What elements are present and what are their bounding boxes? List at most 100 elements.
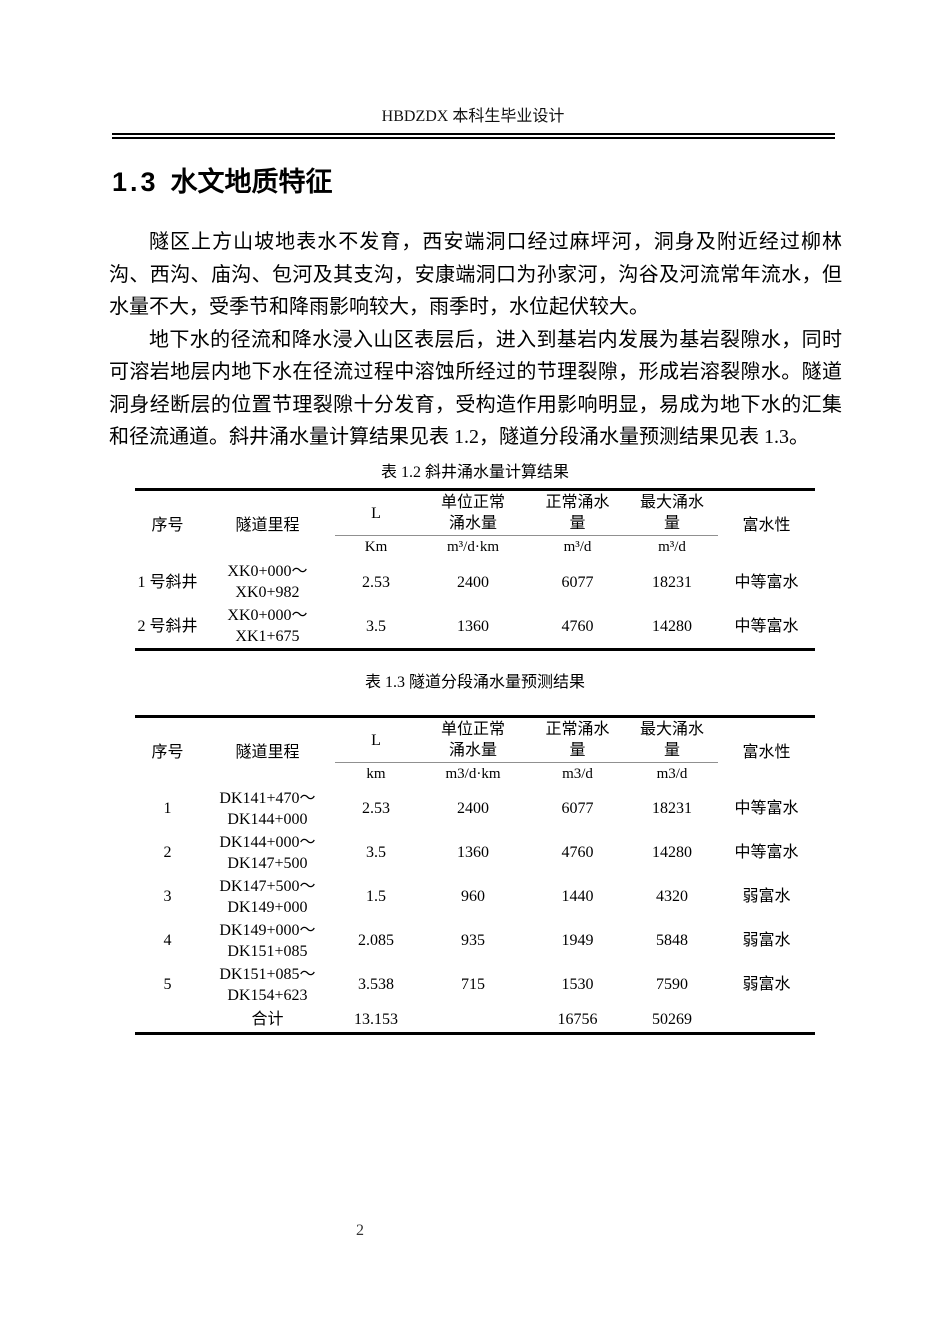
cell-richness: 中等富水 [734,800,799,817]
cell-mileage: XK0+000～ XK1+675 [227,607,308,646]
cell-length: 3.538 [358,976,394,993]
cell-richness [718,1007,815,1034]
header-row-names: 序号 隧道里程 L 单位正常 涌水量 正常涌水 量 最大涌水 量 富水性 [135,716,815,763]
table-row: 3 DK147+500～ DK149+000 1.5 960 1440 4320 弱富水 [135,875,815,919]
cell-mileage: DK141+470～ DK144+000 [219,789,316,828]
cell-max: 4320 [656,888,688,905]
table-1-3-caption: 表 1.3 隧道分段涌水量预测结果 [364,674,585,691]
body-text: 隧区上方山坡地表水不发育，西安端洞口经过麻坪河，洞身及附近经过柳林沟、西沟、庙沟… [109,226,842,454]
cell-max: 14280 [652,844,692,861]
cell-seq: 3 [163,888,172,905]
cell-unit-normal: 960 [461,888,485,905]
table-row: 2 DK144+000～ DK147+500 3.5 1360 4760 14280 中等富… [135,831,815,875]
col-header-mileage: 隧道里程 [235,516,300,534]
cell-max: 5848 [656,932,688,949]
cell-mileage: DK147+500～ DK149+000 [219,877,316,916]
col-header-mileage: 隧道里程 [235,743,300,761]
unit-max-inflow: m3/d [656,766,688,783]
col-header-unit-normal-inflow: 单位正常 涌水量 [417,489,529,536]
cell-length: 13.153 [354,1010,398,1028]
cell-mileage: DK149+000～ DK151+085 [219,921,316,960]
cell-max: 7590 [656,976,688,993]
cell-seq: 5 [163,976,172,993]
cell-richness: 弱富水 [742,932,791,949]
paragraph-groundwater: 地下水的径流和降水浸入山区表层后，进入到基岩内发展为基岩裂隙水，同时可溶岩地层内… [109,328,842,449]
table-1-3-body: 1 DK141+470～ DK144+000 2.53 2400 6077 18231 中等… [135,787,815,1034]
cell-length: 2.53 [362,800,390,817]
col-header-richness: 富水性 [742,743,791,761]
section-number: 1.3 [112,167,159,197]
table-row: 2 号斜井 XK0+000～ XK1+675 3.5 1360 4760 14280 中等富… [135,605,815,650]
cell-richness: 中等富水 [734,844,799,861]
cell-unit-normal: 2400 [457,573,489,591]
table-row: 1 DK141+470～ DK144+000 2.53 2400 6077 18231 中等… [135,787,815,831]
col-header-seq: 序号 [151,516,184,534]
unit-normal-inflow: m3/d [562,766,593,783]
cell-mileage: DK151+085～ DK154+623 [219,965,316,1004]
table-1-2-body: 1 号斜井 XK0+000～ XK0+982 2.53 2400 6077 18231 中等… [135,560,815,650]
cell-max: 18231 [652,800,692,817]
cell-normal: 6077 [561,573,594,591]
col-header-max-inflow: 最大涌水 量 [626,489,718,536]
unit-length: km [366,766,386,783]
cell-unit-normal [417,1007,529,1034]
cell-normal: 6077 [561,800,594,817]
cell-length: 2.53 [362,573,390,591]
table-1-2-caption: 表 1.2 斜井涌水量计算结果 [380,464,569,481]
cell-length: 2.085 [358,932,394,949]
cell-normal: 1440 [561,888,594,905]
cell-max: 14280 [652,617,692,635]
table-1-2-inclined-shaft-inflow: 序号 隧道里程 L 单位正常 涌水量 正常涌水 量 最大涌水 量 富水性 Km … [135,488,815,651]
page-number: 2 [356,1222,364,1239]
table-1-3-header: 序号 隧道里程 L 单位正常 涌水量 正常涌水 量 最大涌水 量 富水性 km … [135,716,815,787]
section-title: 1.3 水文地质特征 [112,160,333,199]
col-header-max-inflow: 最大涌水 量 [626,716,718,763]
cell-normal: 4760 [561,844,594,861]
col-header-length: L [335,489,417,536]
cell-normal: 4760 [561,617,594,635]
col-header-unit-normal-inflow: 单位正常 涌水量 [417,716,529,763]
table-row: 1 号斜井 XK0+000～ XK0+982 2.53 2400 6077 18231 中等… [135,560,815,605]
cell-richness: 弱富水 [742,888,791,905]
cell-mileage: 合计 [251,1010,284,1028]
section-title-text: 水文地质特征 [170,167,333,197]
cell-length: 3.5 [366,617,386,635]
unit-length: Km [364,539,388,556]
running-header: HBDZDX 本科生毕业设计 [381,108,565,125]
cell-max: 18231 [652,573,692,591]
cell-normal: 1949 [561,932,594,949]
table-row: 4 DK149+000～ DK151+085 2.085 935 1949 5848 弱富水 [135,919,815,963]
cell-unit-normal: 2400 [457,800,489,817]
col-header-richness: 富水性 [742,516,791,534]
cell-seq [135,1007,200,1034]
header-row-units: km m3/d·km m3/d m3/d [135,763,815,787]
cell-seq: 1 [163,800,172,817]
cell-unit-normal: 715 [461,976,485,993]
col-header-seq: 序号 [151,743,184,761]
cell-seq: 4 [163,932,172,949]
cell-richness: 中等富水 [734,573,799,591]
table-row: 5 DK151+085～ DK154+623 3.538 715 1530 7590 弱富水 [135,963,815,1007]
cell-normal: 16756 [557,1010,598,1028]
cell-unit-normal: 1360 [457,844,489,861]
col-header-normal-inflow: 正常涌水 量 [529,716,626,763]
cell-seq: 2 [163,844,172,861]
header-double-rule [112,133,835,139]
col-header-length: L [335,716,417,763]
unit-normal-inflow: m³/d [563,539,592,556]
cell-mileage: XK0+000～ XK0+982 [227,563,308,601]
cell-normal: 1530 [561,976,594,993]
cell-length: 3.5 [366,844,386,861]
cell-richness: 弱富水 [742,976,791,993]
cell-seq: 2 号斜井 [137,617,198,635]
unit-unit-normal-inflow: m3/d·km [445,766,501,783]
cell-unit-normal: 1360 [457,617,489,635]
table-row: 合计 13.153 16756 50269 [135,1007,815,1034]
cell-seq: 1 号斜井 [137,573,198,591]
header-row-names: 序号 隧道里程 L 单位正常 涌水量 正常涌水 量 最大涌水 量 富水性 [135,489,815,536]
header-row-units: Km m³/d·km m³/d m³/d [135,536,815,560]
cell-richness: 中等富水 [734,617,799,635]
cell-max: 50269 [652,1010,692,1028]
table-1-3-segment-inflow-prediction: 序号 隧道里程 L 单位正常 涌水量 正常涌水 量 最大涌水 量 富水性 km … [135,715,815,1035]
